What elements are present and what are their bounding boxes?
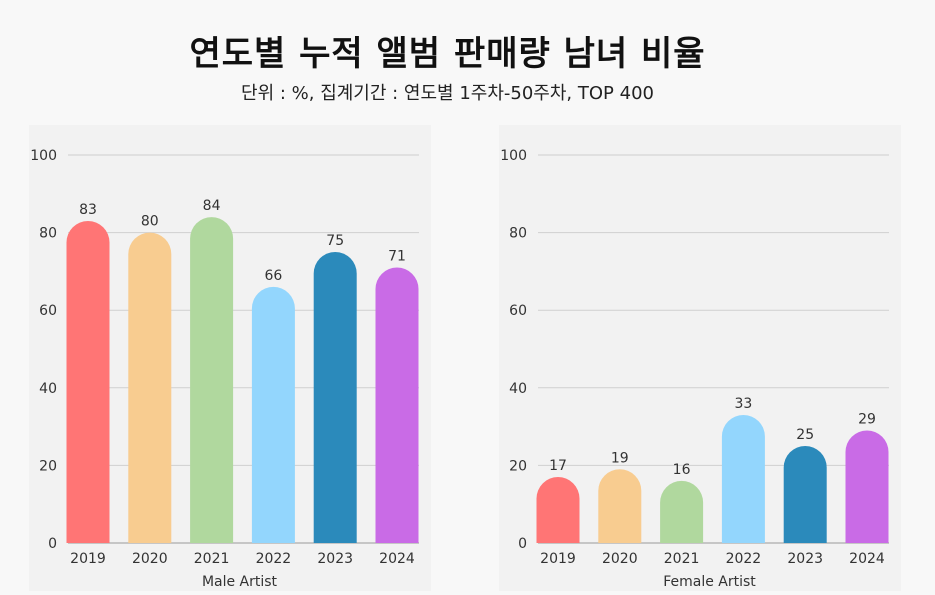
male-bar-2020 xyxy=(128,232,172,543)
y-tick-label: 20 xyxy=(39,458,57,474)
male-bar-2024 xyxy=(375,267,419,543)
x-tick-label: 2020 xyxy=(132,551,168,567)
bar-value-label: 25 xyxy=(796,427,814,443)
female-artist-chart-panel: 0 20 40 60 80 100 17 2019 19 2020 16 2021 33 2022 25 20… xyxy=(499,125,901,591)
x-tick-label: 2020 xyxy=(602,551,638,567)
y-tick-label: 0 xyxy=(518,536,527,552)
x-tick-label: 2019 xyxy=(70,551,106,567)
x-tick-label: 2019 xyxy=(540,551,576,567)
y-tick-label: 0 xyxy=(48,536,57,552)
male-bar-2019 xyxy=(66,220,110,544)
male-bar-2022 xyxy=(251,286,295,543)
male-artist-chart-panel: 0 20 40 60 80 100 83 2019 80 2020 84 2021 66 2022 75 20… xyxy=(29,125,431,591)
female-bar-2021 xyxy=(660,480,704,543)
x-tick-label: 2023 xyxy=(317,551,353,567)
x-tick-label: 2021 xyxy=(194,551,230,567)
y-tick-label: 60 xyxy=(509,303,527,319)
bar-value-label: 80 xyxy=(141,214,159,230)
female-bar-2024 xyxy=(845,430,889,543)
y-tick-label: 60 xyxy=(39,303,57,319)
x-tick-label: 2023 xyxy=(787,551,823,567)
male-artist-bar-chart: 0 20 40 60 80 100 83 2019 80 2020 84 2021 66 2022 75 20… xyxy=(30,148,419,590)
x-tick-label: 2022 xyxy=(256,551,292,567)
y-tick-label: 100 xyxy=(30,148,57,164)
bar-value-label: 71 xyxy=(388,249,406,265)
female-artist-bar-chart: 0 20 40 60 80 100 17 2019 19 2020 16 2021 33 2022 25 20… xyxy=(500,148,889,590)
x-axis-title: Male Artist xyxy=(202,574,278,590)
male-bar-2023 xyxy=(313,252,357,543)
bar-value-label: 83 xyxy=(79,202,97,218)
chart-title: 연도별 누적 앨범 판매량 남녀 비율 xyxy=(189,34,706,74)
bar-value-label: 66 xyxy=(264,268,282,284)
x-tick-label: 2024 xyxy=(379,551,415,567)
x-tick-label: 2021 xyxy=(664,551,700,567)
y-tick-label: 100 xyxy=(500,148,527,164)
x-tick-label: 2024 xyxy=(849,551,885,567)
bar-value-label: 19 xyxy=(611,450,629,466)
y-tick-label: 80 xyxy=(509,226,527,242)
bar-value-label: 29 xyxy=(858,411,876,427)
bar-value-label: 17 xyxy=(549,458,567,474)
x-tick-label: 2022 xyxy=(726,551,762,567)
female-bar-2023 xyxy=(783,446,827,543)
female-bar-2020 xyxy=(598,469,642,543)
female-bar-2019 xyxy=(536,477,580,543)
chart-subtitle: 단위 : %, 집계기간 : 연도별 1주차-50주차, TOP 400 xyxy=(241,83,654,104)
female-bar-2022 xyxy=(721,414,765,543)
y-tick-label: 20 xyxy=(509,458,527,474)
y-tick-label: 80 xyxy=(39,226,57,242)
bar-value-label: 75 xyxy=(326,233,344,249)
male-bar-2021 xyxy=(190,217,234,543)
bar-value-label: 33 xyxy=(734,396,752,412)
bar-value-label: 16 xyxy=(673,462,691,478)
y-tick-label: 40 xyxy=(509,381,527,397)
y-tick-label: 40 xyxy=(39,381,57,397)
bar-value-label: 84 xyxy=(203,198,221,214)
x-axis-title: Female Artist xyxy=(663,574,756,590)
